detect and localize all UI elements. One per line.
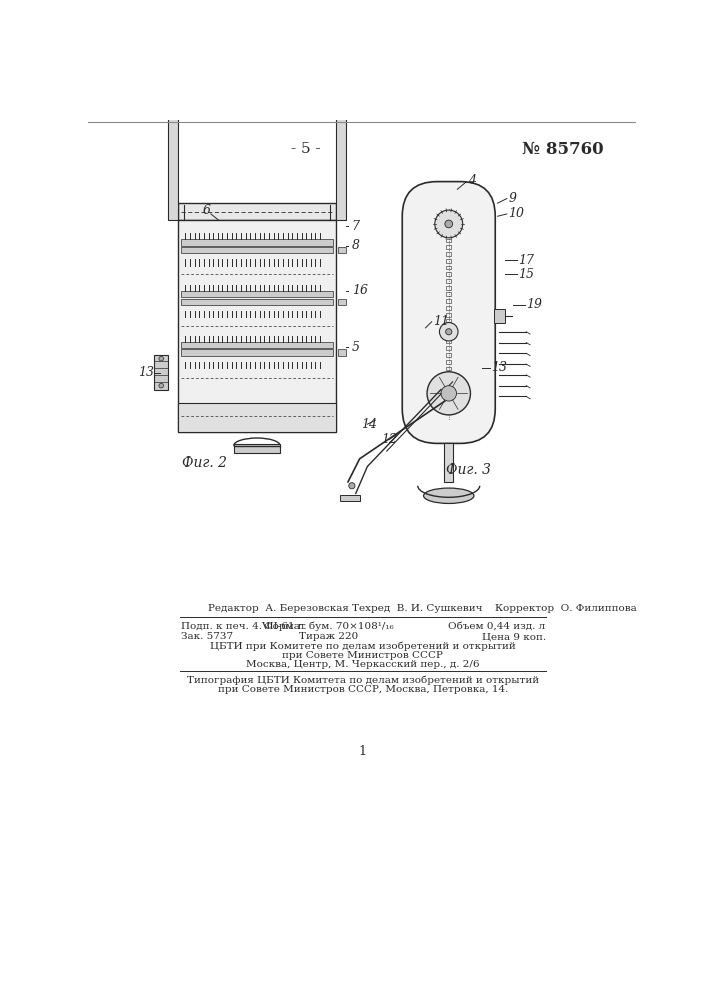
Text: Зак. 5737: Зак. 5737	[182, 632, 233, 641]
Circle shape	[427, 372, 470, 415]
Bar	[446, 333, 451, 337]
Bar	[446, 353, 451, 357]
Bar	[182, 342, 332, 348]
Text: 10: 10	[508, 207, 525, 220]
Circle shape	[435, 210, 462, 238]
Bar	[446, 299, 451, 303]
Text: при Совете Министров СССР, Москва, Петровка, 14.: при Совете Министров СССР, Москва, Петро…	[218, 685, 508, 694]
Bar	[340, 495, 360, 501]
Bar	[446, 286, 451, 290]
Text: 13: 13	[139, 366, 155, 379]
Ellipse shape	[423, 488, 474, 503]
Bar	[338, 299, 346, 305]
Bar	[182, 349, 332, 356]
Bar	[182, 247, 332, 253]
Bar	[446, 245, 451, 249]
Bar	[234, 444, 280, 453]
Text: 8: 8	[352, 239, 360, 252]
Text: 7: 7	[352, 220, 360, 233]
Text: Подп. к печ. 4.VII-61 г.: Подп. к печ. 4.VII-61 г.	[182, 622, 307, 631]
Text: 5: 5	[352, 341, 360, 354]
Text: 4: 4	[468, 174, 476, 187]
Text: Корректор  О. Филиппова: Корректор О. Филиппова	[495, 604, 637, 613]
Bar	[446, 346, 451, 350]
Text: - 5 -: - 5 -	[291, 142, 320, 156]
Bar	[446, 367, 451, 370]
Circle shape	[445, 329, 452, 335]
Circle shape	[445, 220, 452, 228]
Text: Фиг. 3: Фиг. 3	[445, 463, 491, 477]
Bar	[177, 203, 337, 220]
Bar	[154, 355, 168, 389]
FancyBboxPatch shape	[402, 182, 495, 443]
Bar	[446, 360, 451, 364]
Text: № 85760: № 85760	[522, 141, 604, 158]
Text: Цена 9 коп.: Цена 9 коп.	[481, 632, 546, 641]
Bar	[446, 313, 451, 317]
Bar	[446, 252, 451, 256]
Bar	[338, 349, 346, 356]
Text: ЦБТИ при Комитете по делам изобретений и открытий: ЦБТИ при Комитете по делам изобретений и…	[210, 641, 515, 651]
Bar	[446, 272, 451, 276]
Text: 6: 6	[202, 204, 210, 217]
Text: при Совете Министров СССР: при Совете Министров СССР	[282, 651, 443, 660]
Text: 14: 14	[361, 418, 377, 431]
Circle shape	[441, 386, 457, 401]
Text: 11: 11	[433, 315, 449, 328]
Bar	[446, 326, 451, 330]
Text: 1: 1	[358, 745, 367, 758]
Text: Москва, Центр, М. Черкасский пер., д. 2/6: Москва, Центр, М. Черкасский пер., д. 2/…	[246, 660, 479, 669]
Bar	[182, 291, 332, 297]
Bar	[446, 279, 451, 283]
Bar	[446, 319, 451, 323]
Text: 17: 17	[518, 254, 534, 267]
Text: Формат бум. 70×108¹/₁₆: Формат бум. 70×108¹/₁₆	[264, 622, 393, 631]
Bar	[444, 443, 453, 482]
Bar	[177, 220, 337, 432]
Text: 9: 9	[508, 192, 516, 205]
Circle shape	[159, 383, 163, 388]
Circle shape	[159, 356, 163, 361]
Bar	[446, 340, 451, 343]
Text: Объем 0,44 изд. л: Объем 0,44 изд. л	[448, 622, 546, 631]
Bar	[446, 259, 451, 263]
Text: Редактор  А. Березовская: Редактор А. Березовская	[209, 604, 349, 613]
Text: Тираж 220: Тираж 220	[299, 632, 358, 641]
Bar	[182, 299, 332, 305]
Bar	[446, 292, 451, 296]
Text: 12: 12	[381, 433, 397, 446]
Bar	[337, 8, 346, 220]
Circle shape	[349, 483, 355, 489]
Bar	[446, 239, 451, 242]
Text: Техред  В. И. Сушкевич: Техред В. И. Сушкевич	[352, 604, 482, 613]
Bar	[493, 309, 506, 323]
Text: 15: 15	[518, 267, 534, 280]
Bar	[446, 266, 451, 269]
Text: 19: 19	[526, 298, 542, 311]
Bar	[168, 8, 177, 220]
Circle shape	[440, 323, 458, 341]
Text: Типография ЦБТИ Комитета по делам изобретений и открытий: Типография ЦБТИ Комитета по делам изобре…	[187, 676, 539, 685]
Bar	[177, 403, 337, 432]
Bar	[446, 306, 451, 310]
Text: Фиг. 2: Фиг. 2	[182, 456, 227, 470]
Bar	[338, 247, 346, 253]
Bar	[182, 239, 332, 246]
Text: 13: 13	[491, 361, 508, 374]
Text: 16: 16	[352, 284, 368, 297]
